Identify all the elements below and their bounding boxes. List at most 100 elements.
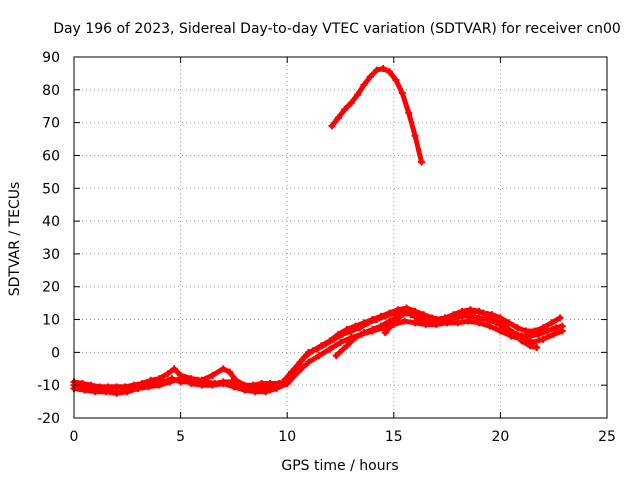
data-point bbox=[164, 370, 172, 378]
data-point bbox=[347, 99, 355, 107]
series-arc-5 bbox=[381, 306, 541, 351]
data-point bbox=[486, 322, 494, 330]
data-point bbox=[526, 342, 534, 350]
data-point bbox=[170, 365, 178, 373]
data-point bbox=[454, 319, 462, 327]
data-point bbox=[548, 319, 556, 327]
data-point bbox=[386, 309, 394, 317]
data-point bbox=[492, 316, 500, 324]
y-tick-label: 50 bbox=[42, 181, 60, 197]
data-point bbox=[147, 376, 155, 384]
data-point bbox=[496, 327, 504, 335]
series-arc-3 bbox=[70, 317, 566, 397]
data-point bbox=[377, 312, 385, 320]
y-tick-label: 60 bbox=[42, 148, 60, 164]
x-tick-label: 0 bbox=[70, 429, 79, 445]
plot-frame bbox=[73, 56, 608, 419]
data-point bbox=[81, 386, 89, 394]
data-point bbox=[539, 335, 547, 343]
data-point bbox=[368, 316, 376, 324]
data-point bbox=[230, 383, 238, 391]
data-point bbox=[113, 389, 121, 397]
data-point bbox=[198, 381, 206, 389]
data-point bbox=[332, 352, 340, 360]
data-point bbox=[262, 388, 270, 396]
x-tick-label: 20 bbox=[491, 429, 509, 445]
data-point bbox=[422, 320, 430, 328]
data-point bbox=[91, 388, 99, 396]
y-tick-label: 90 bbox=[42, 50, 60, 66]
data-point bbox=[550, 330, 558, 338]
y-tick-label: 70 bbox=[42, 116, 60, 132]
data-point bbox=[405, 109, 413, 117]
data-point bbox=[379, 64, 387, 72]
data-point bbox=[475, 307, 483, 315]
y-tick-label: -20 bbox=[37, 411, 60, 427]
data-point bbox=[526, 332, 534, 340]
data-point bbox=[123, 388, 131, 396]
data-point bbox=[407, 309, 415, 317]
data-point bbox=[373, 66, 381, 74]
data-point bbox=[317, 342, 325, 350]
data-point bbox=[360, 81, 368, 89]
data-point bbox=[226, 368, 234, 376]
data-point bbox=[424, 314, 432, 322]
data-point bbox=[343, 342, 351, 350]
data-point bbox=[177, 375, 185, 383]
data-point bbox=[381, 329, 389, 337]
data-point bbox=[368, 325, 376, 333]
data-point bbox=[392, 76, 400, 84]
data-point bbox=[258, 380, 266, 388]
data-point bbox=[449, 311, 457, 319]
data-point bbox=[458, 307, 466, 315]
data-point bbox=[400, 317, 408, 325]
data-point bbox=[305, 358, 313, 366]
data-point bbox=[366, 73, 374, 81]
y-axis-label: SDTVAR / TECUs bbox=[7, 182, 23, 297]
data-series bbox=[70, 64, 566, 397]
data-point bbox=[334, 330, 342, 338]
data-point bbox=[113, 383, 121, 391]
data-point bbox=[509, 329, 517, 337]
x-tick-label: 15 bbox=[385, 429, 403, 445]
data-point bbox=[394, 306, 402, 314]
data-point bbox=[134, 384, 142, 392]
y-tick-label: 40 bbox=[42, 214, 60, 230]
data-point bbox=[411, 132, 419, 140]
data-point bbox=[315, 352, 323, 360]
data-point bbox=[558, 327, 566, 335]
data-point bbox=[328, 122, 336, 130]
data-point bbox=[209, 371, 217, 379]
data-point bbox=[232, 376, 240, 384]
data-point bbox=[475, 319, 483, 327]
data-point bbox=[360, 329, 368, 337]
y-tick-label: 30 bbox=[42, 247, 60, 263]
x-axis-label: GPS time / hours bbox=[281, 458, 398, 474]
data-point bbox=[326, 345, 334, 353]
data-point bbox=[283, 380, 291, 388]
data-point bbox=[79, 380, 87, 388]
data-point bbox=[326, 337, 334, 345]
data-point bbox=[377, 322, 385, 330]
data-point bbox=[249, 381, 257, 389]
data-point bbox=[513, 324, 521, 332]
data-point bbox=[241, 386, 249, 394]
data-point bbox=[351, 334, 359, 342]
data-point bbox=[418, 158, 426, 166]
data-point bbox=[343, 325, 351, 333]
y-tick-label: -10 bbox=[37, 378, 60, 394]
data-point bbox=[501, 322, 509, 330]
chart-title: Day 196 of 2023, Sidereal Day-to-day VTE… bbox=[53, 21, 621, 37]
data-point bbox=[484, 311, 492, 319]
data-point bbox=[219, 380, 227, 388]
data-point bbox=[531, 327, 539, 335]
data-point bbox=[209, 381, 217, 389]
data-point bbox=[432, 316, 440, 324]
data-point bbox=[386, 68, 394, 76]
data-point bbox=[398, 311, 406, 319]
data-point bbox=[552, 324, 560, 332]
data-point bbox=[337, 339, 344, 347]
data-point bbox=[522, 327, 530, 335]
data-point bbox=[187, 380, 195, 388]
